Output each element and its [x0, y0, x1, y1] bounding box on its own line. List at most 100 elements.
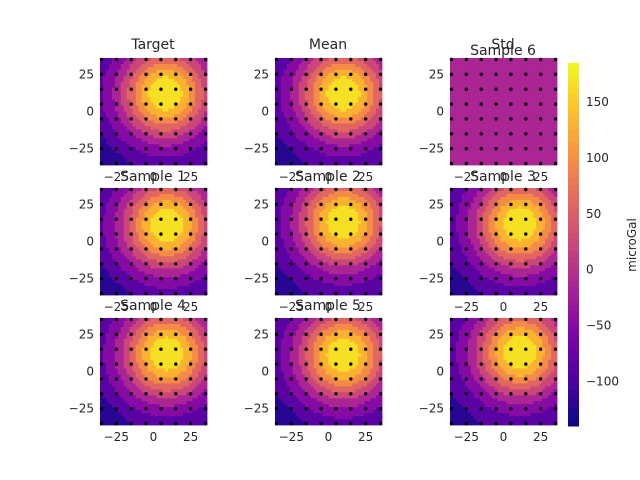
heat-cell — [304, 69, 309, 74]
heat-cell — [123, 202, 128, 207]
observation-point — [203, 117, 208, 121]
heat-cell — [376, 120, 380, 124]
heat-cell — [147, 99, 151, 103]
heat-cell — [171, 208, 175, 213]
observation-point — [363, 161, 368, 166]
heat-cell — [527, 129, 531, 133]
heat-cell — [141, 99, 145, 103]
heat-cell — [328, 120, 332, 124]
heat-cell — [286, 63, 291, 68]
heat-cell — [204, 69, 208, 74]
heat-cell — [506, 162, 510, 166]
heat-cell — [117, 69, 122, 74]
heat-cell — [494, 150, 498, 154]
heat-cell — [458, 108, 463, 112]
heat-cell — [201, 75, 205, 80]
heat-cell — [319, 141, 323, 145]
heat-cell — [275, 114, 279, 118]
heat-cell — [138, 99, 143, 103]
heat-cell — [162, 199, 166, 204]
heat-cell — [361, 159, 365, 163]
heat-cell — [114, 129, 119, 133]
heat-cell — [120, 235, 125, 239]
heat-cell — [316, 144, 320, 148]
heat-cell — [277, 129, 282, 133]
heat-cell — [548, 153, 552, 157]
heat-cell — [452, 58, 457, 62]
heat-cell — [138, 211, 143, 216]
heat-cell — [376, 108, 380, 112]
heat-cell — [111, 114, 116, 118]
heat-cell — [286, 105, 291, 109]
heat-cell — [458, 147, 463, 151]
heat-cell — [114, 159, 119, 163]
heat-cell — [545, 69, 549, 74]
heat-cell — [527, 72, 531, 77]
heat-cell — [373, 126, 377, 130]
heat-cell — [156, 262, 160, 266]
heat-cell — [147, 226, 151, 231]
heat-cell — [108, 199, 113, 204]
heat-cell — [551, 153, 555, 157]
heat-cell — [340, 153, 344, 157]
heat-cell — [467, 96, 472, 101]
heat-cell — [123, 277, 128, 281]
heat-cell — [373, 58, 377, 62]
heat-cell — [138, 241, 143, 245]
heat-cell — [198, 111, 202, 115]
heat-cell — [331, 72, 335, 77]
heat-cell — [379, 60, 383, 65]
heat-cell — [355, 96, 359, 101]
heat-cell — [186, 63, 190, 68]
heat-cell — [292, 87, 297, 92]
heat-cell — [100, 144, 104, 148]
heat-cell — [204, 78, 208, 83]
heat-cell — [100, 193, 104, 198]
heat-cell — [186, 144, 190, 148]
heat-cell — [479, 159, 484, 163]
heat-cell — [111, 265, 116, 269]
heat-cell — [108, 202, 113, 207]
heat-cell — [120, 129, 125, 133]
heat-cell — [337, 138, 341, 142]
heat-cell — [275, 60, 279, 65]
heat-cell — [105, 238, 110, 242]
heat-cell — [111, 292, 116, 296]
heat-cell — [340, 90, 344, 95]
heat-cell — [307, 81, 312, 86]
heat-cell — [138, 247, 143, 251]
heat-cell — [494, 78, 498, 83]
heat-cell — [349, 150, 353, 154]
heat-cell — [310, 69, 315, 74]
heat-cell — [126, 241, 131, 245]
heat-cell — [126, 117, 131, 121]
heat-cell — [482, 87, 487, 92]
heat-cell — [485, 120, 490, 124]
heat-cell — [286, 102, 291, 106]
heat-cell — [120, 188, 125, 192]
heat-cell — [530, 120, 534, 124]
heat-cell — [180, 69, 184, 74]
heat-cell — [150, 214, 154, 219]
heat-cell — [506, 126, 510, 130]
heat-cell — [186, 132, 190, 136]
heat-cell — [527, 126, 531, 130]
heat-cell — [168, 72, 172, 77]
heat-cell — [171, 259, 175, 263]
heat-cell — [120, 262, 125, 266]
heat-cell — [542, 96, 546, 101]
heat-cell — [138, 208, 143, 213]
heat-cell — [322, 138, 326, 142]
heat-cell — [358, 102, 362, 106]
heat-cell — [280, 93, 285, 98]
heat-cell — [192, 81, 196, 86]
heat-cell — [114, 283, 119, 287]
heat-cell — [156, 111, 160, 115]
heat-cell — [479, 96, 484, 101]
heat-cell — [473, 63, 478, 68]
heat-cell — [123, 114, 128, 118]
heat-cell — [156, 156, 160, 160]
heat-cell — [286, 99, 291, 103]
heat-cell — [509, 108, 513, 112]
heat-cell — [527, 114, 531, 118]
